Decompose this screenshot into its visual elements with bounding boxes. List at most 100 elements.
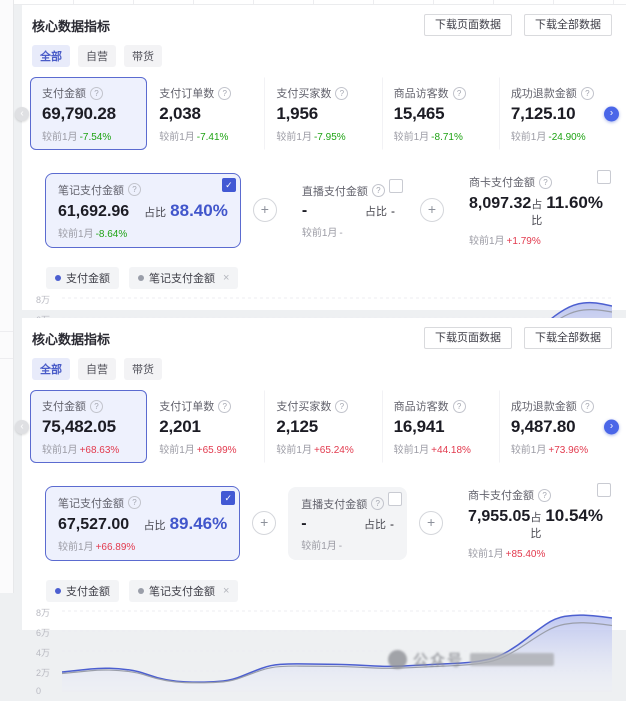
change-value: -7.54% [79,132,112,144]
metric-card-payment-amount[interactable]: 支付金额? 75,482.05 较前1月 +68.63% [30,390,148,464]
info-icon[interactable]: ? [452,86,466,100]
metric-label: 支付订单数 [159,401,215,414]
info-icon[interactable]: ? [371,497,385,511]
metric-label: 支付买家数 [276,88,332,101]
close-icon[interactable]: × [223,272,230,285]
metric-card-product-visitors[interactable]: 商品访客数? 16,941 较前1月 +44.18% [381,390,499,464]
plus-icon[interactable]: + [252,511,277,536]
ratio-value: - [390,203,395,218]
info-icon[interactable]: ? [90,86,103,100]
metric-value: 15,465 [393,104,445,124]
metric-value: 2,201 [159,417,201,437]
info-icon[interactable]: ? [335,86,349,100]
breakdown-card-live-payment[interactable]: ✓ 直播支付金额? - 占比 - 较前1月- [289,174,408,247]
metric-card-product-visitors[interactable]: 商品访客数? 15,465 较前1月 -8.71% [381,77,499,151]
tab-self-operated[interactable]: 自营 [78,358,116,381]
metric-card-order-count[interactable]: 支付订单数? 2,201 较前1月 +65.99% [147,390,264,463]
ratio-label: 占比 [364,205,387,218]
info-icon[interactable]: ? [580,399,594,413]
metric-card-order-count[interactable]: 支付订单数? 2,038 较前1月 -7.41% [147,77,264,150]
legend-item-note-payment[interactable]: 笔记支付金额 × [129,267,239,290]
plus-icon[interactable]: + [419,511,444,536]
info-icon[interactable]: ? [218,399,232,413]
area-chart-canvas[interactable] [61,608,613,696]
compare-label: 较前1月 [42,445,78,457]
legend-item-payment-amount[interactable]: 支付金额 [46,267,119,290]
tab-affiliate[interactable]: 带货 [124,45,162,68]
breakdown-card-product-card-payment[interactable]: ✓ 商卡支付金额? 8,097.32 占比 11.60% 较前1月+1.79% [456,165,616,255]
tab-self-operated[interactable]: 自营 [78,45,116,68]
breakdown-card-note-payment[interactable]: ✓ 笔记支付金额? 67,527.00 占比 89.46% 较前1月 +66.89… [45,485,241,561]
metric-label: 支付订单数 [159,88,215,101]
chart-legend: 支付金额 笔记支付金额 × [46,580,616,603]
breakdown-card-note-payment[interactable]: ✓ 笔记支付金额? 61,692.96 占比 88.40% 较前1月 -8.64% [45,172,241,248]
download-all-data-button[interactable]: 下载全部数据 [524,14,612,37]
info-icon[interactable]: ? [218,86,232,100]
metric-card-buyer-count[interactable]: 支付买家数? 2,125 较前1月 +65.24% [264,390,381,464]
download-page-data-button[interactable]: 下载页面数据 [424,327,512,350]
carousel-next-icon[interactable]: › [604,106,619,122]
checkbox-product-card-payment[interactable]: ✓ [597,170,611,185]
compare-label: 较前1月 [468,549,504,561]
metric-value: 2,038 [159,104,201,124]
carousel-prev-icon[interactable]: ‹ [15,106,29,121]
legend-dot [138,588,144,595]
carousel-next-icon[interactable]: › [604,419,619,435]
core-metrics-panel-2: 核心数据指标 下载页面数据 下载全部数据 全部 自营 带货 支付金额? 75,4… [15,318,626,696]
checkbox-live-payment[interactable]: ✓ [388,491,403,506]
breakdown-label: 笔记支付金额 [58,497,124,510]
info-icon[interactable]: ? [371,184,385,198]
change-value: +68.63% [79,445,120,457]
metric-value: 16,941 [393,417,445,437]
info-icon[interactable]: ? [128,183,141,197]
compare-label: 较前1月 [42,132,78,144]
legend-dot [55,275,61,282]
scope-tabs: 全部 自营 带货 [30,45,616,68]
info-icon[interactable]: ? [128,496,141,510]
tab-affiliate[interactable]: 带货 [124,358,162,381]
tab-all[interactable]: 全部 [32,358,70,381]
legend-item-payment-amount[interactable]: 支付金额 [46,580,119,603]
download-all-data-button[interactable]: 下载全部数据 [524,327,612,350]
change-value: +66.89% [95,541,136,553]
metric-card-payment-amount[interactable]: 支付金额? 69,790.28 较前1月 -7.54% [30,77,148,151]
download-page-data-button[interactable]: 下载页面数据 [424,14,512,37]
breakdown-label: 商卡支付金额 [468,177,535,190]
info-icon[interactable]: ? [580,86,594,100]
breakdown-value: - [301,201,308,219]
plus-icon[interactable]: + [252,198,277,223]
metric-card-buyer-count[interactable]: 支付买家数? 1,956 较前1月 -7.95% [264,77,381,151]
info-icon[interactable]: ? [538,175,552,189]
breakdown-card-live-payment[interactable]: ✓ 直播支付金额? - 占比 - 较前1月- [288,486,408,560]
info-icon[interactable]: ? [452,399,466,413]
checkbox-note-payment[interactable]: ✓ [221,490,236,505]
breakdown-card-product-card-payment[interactable]: ✓ 商卡支付金额? 7,955.05 占比 10.54% 较前1月+85.40% [455,478,616,568]
info-icon[interactable]: ? [538,488,552,502]
breakdown-value: - [301,514,307,532]
legend-item-note-payment[interactable]: 笔记支付金额 × [129,580,239,603]
download-buttons: 下载页面数据 下载全部数据 [424,327,616,350]
metric-value: 69,790.28 [42,104,116,124]
panel-title: 核心数据指标 [32,331,111,347]
compare-label: 较前1月 [468,236,505,248]
core-metrics-panel-1: 核心数据指标 下载页面数据 下载全部数据 全部 自营 带货 支付金额? 69,7… [15,5,626,383]
checkbox-live-payment[interactable]: ✓ [388,178,403,193]
checkbox-note-payment[interactable]: ✓ [221,177,236,192]
plus-icon[interactable]: + [419,198,444,223]
metric-card-refund-amount[interactable]: 成功退款金额? 9,487.80 较前1月 +73.96% [498,390,616,464]
legend-dot [138,275,144,282]
breakdown-label: 笔记支付金额 [58,184,124,197]
panel-header: 核心数据指标 下载页面数据 下载全部数据 [30,14,616,37]
compare-label: 较前1月 [393,445,430,457]
checkbox-product-card-payment[interactable]: ✓ [597,483,611,498]
close-icon[interactable]: × [223,585,230,598]
metric-card-refund-amount[interactable]: 成功退款金额? 7,125.10 较前1月 -24.90% [498,77,616,151]
info-icon[interactable]: ? [90,399,103,413]
carousel-prev-icon[interactable]: ‹ [15,419,29,434]
info-icon[interactable]: ? [335,399,349,413]
tab-all[interactable]: 全部 [32,45,70,68]
ratio-label: 占比 [364,518,387,531]
legend-label: 笔记支付金额 [149,273,215,286]
compare-label: 较前1月 [58,228,94,240]
